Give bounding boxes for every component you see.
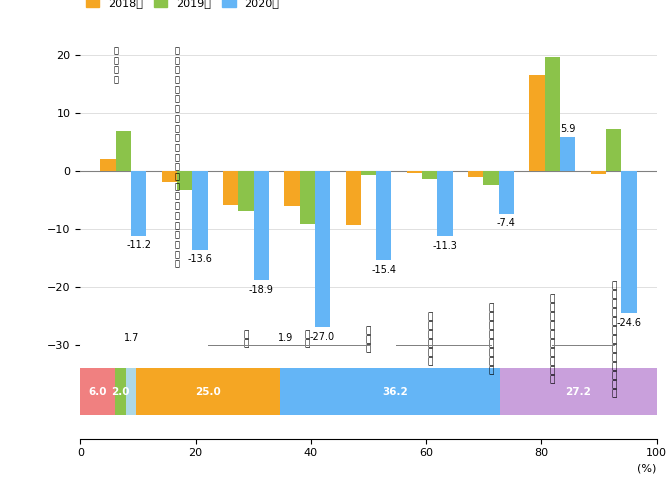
- Bar: [161, 171, 177, 182]
- X-axis label: (%): (%): [637, 464, 657, 474]
- Bar: [484, 171, 498, 185]
- Text: 1.7: 1.7: [124, 333, 139, 343]
- Text: 新
聞: 新 聞: [243, 331, 249, 348]
- Text: -11.3: -11.3: [433, 241, 458, 251]
- Text: -13.6: -13.6: [188, 254, 212, 264]
- Bar: [192, 171, 208, 250]
- Bar: [346, 171, 361, 225]
- Bar: [422, 171, 438, 179]
- Text: -24.6: -24.6: [616, 318, 641, 328]
- Text: マ
ス
コ
ミ
四
媒
体
広
告
費
（
衛
星
メ
デ
ィ
ア
関
連
を
含
む
）: マ ス コ ミ 四 媒 体 広 告 費 （ 衛 星 メ デ ィ ア 関 連 を …: [174, 46, 180, 268]
- Bar: [80, 368, 115, 415]
- Text: -15.4: -15.4: [371, 265, 397, 275]
- Bar: [291, 368, 500, 415]
- Bar: [438, 171, 453, 236]
- Bar: [621, 171, 636, 313]
- Bar: [223, 171, 239, 205]
- Bar: [376, 171, 391, 260]
- Bar: [500, 368, 657, 415]
- Text: プ
ロ
モ
ー
シ
ョ
ン
メ
デ
ィ
ア
広
費: プ ロ モ ー シ ョ ン メ デ ィ ア 広 費: [611, 281, 616, 398]
- Bar: [280, 368, 291, 415]
- Text: 36.2: 36.2: [383, 387, 409, 397]
- Bar: [498, 171, 514, 214]
- Text: 27.2: 27.2: [565, 387, 591, 397]
- Bar: [529, 75, 545, 171]
- Bar: [407, 171, 422, 173]
- Bar: [591, 171, 606, 174]
- Bar: [127, 368, 136, 415]
- Bar: [560, 136, 576, 171]
- Text: 総
広
告
費: 総 広 告 費: [113, 46, 118, 84]
- Text: 6.0: 6.0: [88, 387, 107, 397]
- Text: -7.4: -7.4: [497, 218, 516, 228]
- Text: 5.9: 5.9: [560, 124, 576, 134]
- Bar: [136, 368, 280, 415]
- Text: 地
上
波
テ
レ
ビ: 地 上 波 テ レ ビ: [427, 313, 433, 367]
- Bar: [361, 171, 376, 175]
- Bar: [545, 57, 560, 171]
- Bar: [177, 171, 192, 190]
- Text: 1.9: 1.9: [278, 333, 293, 343]
- Text: 25.0: 25.0: [196, 387, 221, 397]
- Bar: [468, 171, 484, 176]
- Bar: [253, 171, 269, 280]
- Bar: [131, 171, 146, 236]
- Text: イ
ン
タ
ー
ネ
ッ
ト
広
告
費: イ ン タ ー ネ ッ ト 広 告 費: [549, 295, 555, 385]
- Legend: 2018年, 2019年, 2020年: 2018年, 2019年, 2020年: [86, 0, 279, 8]
- Text: 衛
星
メ
デ
ィ
ア
関
連: 衛 星 メ デ ィ ア 関 連: [488, 304, 494, 375]
- Text: -18.9: -18.9: [249, 285, 273, 295]
- Text: 2.0: 2.0: [111, 387, 130, 397]
- Text: -27.0: -27.0: [310, 332, 335, 342]
- Bar: [100, 159, 116, 171]
- Bar: [284, 171, 299, 206]
- Bar: [606, 129, 621, 171]
- Text: ラ
ジ
オ: ラ ジ オ: [366, 326, 371, 353]
- Text: -11.2: -11.2: [126, 240, 151, 250]
- Bar: [315, 171, 330, 327]
- Bar: [115, 368, 127, 415]
- Bar: [116, 131, 131, 171]
- Bar: [299, 171, 315, 224]
- Text: 雑
誌: 雑 誌: [304, 331, 310, 348]
- Bar: [239, 171, 253, 211]
